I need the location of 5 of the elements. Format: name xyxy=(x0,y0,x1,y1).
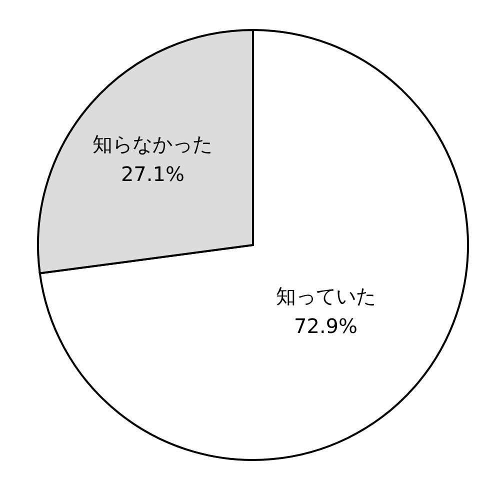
data-label: 27.1% xyxy=(120,162,185,186)
data-label: 72.9% xyxy=(294,314,358,338)
slice-label: 知らなかった xyxy=(92,132,213,156)
pie-slice xyxy=(38,29,469,461)
slice-label: 知っていた xyxy=(276,284,376,308)
